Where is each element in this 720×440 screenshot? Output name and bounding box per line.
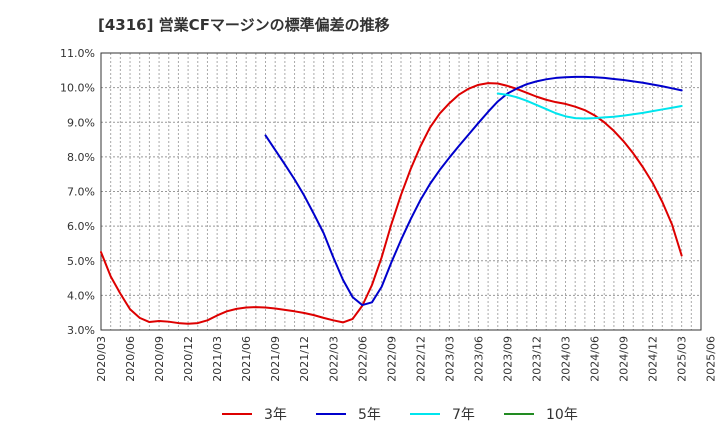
x-tick-label: 2023/12	[530, 336, 543, 382]
x-tick-label: 2020/03	[95, 336, 108, 382]
x-tick-label: 2023/06	[472, 336, 485, 382]
x-tick-label: 2020/09	[153, 336, 166, 382]
x-tick-label: 2021/12	[298, 336, 311, 382]
x-tick-label: 2021/06	[240, 336, 253, 382]
y-tick-label: 4.0%	[67, 289, 95, 302]
series-line-3年	[100, 82, 683, 325]
x-tick-label: 2025/06	[705, 336, 718, 382]
x-tick-label: 2021/09	[269, 336, 282, 382]
x-tick-label: 2022/09	[385, 336, 398, 382]
y-tick-label: 7.0%	[67, 186, 95, 199]
legend-label-3年: 3年	[264, 407, 287, 423]
x-tick-label: 2020/12	[182, 336, 195, 382]
y-tick-label: 5.0%	[67, 255, 95, 268]
x-tick-label: 2024/06	[589, 336, 602, 382]
plot-area-frame	[100, 52, 702, 331]
x-tick-label: 2021/03	[211, 336, 224, 382]
legend-label-10年: 10年	[546, 407, 578, 423]
y-tick-label: 9.0%	[67, 116, 95, 129]
x-tick-label: 2020/06	[124, 336, 137, 382]
x-tick-label: 2022/12	[414, 336, 427, 382]
x-tick-label: 2022/03	[327, 336, 340, 382]
x-tick-label: 2023/09	[501, 336, 514, 382]
axis-ticks: 3.0% 4.0% 5.0% 6.0% 7.0% 8.0% 9.0% 10.0% 11.0% 20…	[60, 47, 718, 382]
legend-label-7年: 7年	[452, 407, 475, 423]
x-tick-label: 2022/06	[356, 336, 369, 382]
y-tick-label: 8.0%	[67, 151, 95, 164]
x-tick-label: 2024/12	[647, 336, 660, 382]
series-line-5年	[264, 75, 683, 307]
x-tick-label: 2024/03	[560, 336, 573, 382]
y-tick-label: 3.0%	[67, 324, 95, 337]
grid-lines	[100, 52, 702, 331]
series-line-7年	[496, 92, 683, 120]
legend: 3年 5年 7年 10年	[222, 407, 578, 423]
y-tick-label: 6.0%	[67, 220, 95, 233]
legend-label-5年: 5年	[358, 407, 381, 423]
x-tick-label: 2025/03	[676, 336, 689, 382]
x-tick-label: 2024/09	[618, 336, 631, 382]
series-lines	[100, 75, 683, 325]
y-tick-label: 11.0%	[60, 47, 95, 60]
y-tick-label: 10.0%	[60, 82, 95, 95]
x-tick-label: 2023/03	[443, 336, 456, 382]
chart-title: [4316] 営業CFマージンの標準偏差の推移	[98, 16, 390, 34]
